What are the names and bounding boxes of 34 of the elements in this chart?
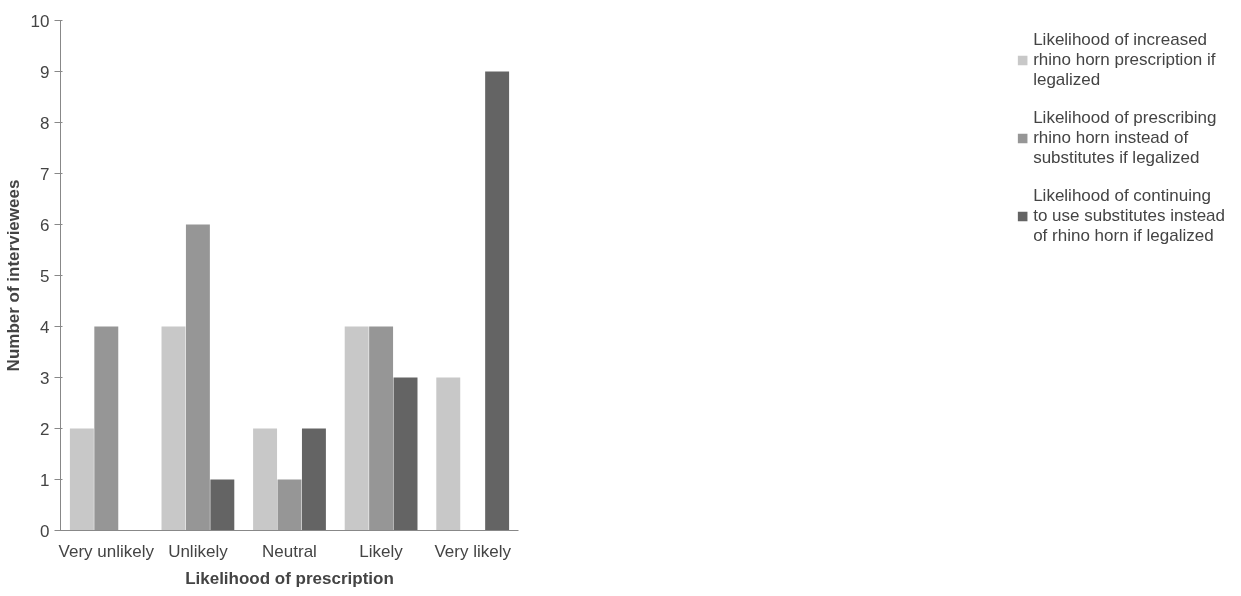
bar — [277, 479, 302, 531]
y-tick-label: 7 — [40, 164, 50, 184]
legend-label: Likelihood of continuing to use substitutes instead of rhino horn if legalized — [1033, 186, 1225, 246]
x-axis-title: Likelihood of prescription — [185, 568, 394, 588]
y-tick-label: 2 — [40, 419, 50, 439]
y-tick-label: 9 — [40, 62, 50, 82]
bar — [369, 326, 394, 531]
x-tick-label: Unlikely — [168, 541, 229, 561]
bar — [393, 377, 418, 531]
bar — [485, 71, 510, 531]
bar — [301, 428, 326, 531]
bar — [210, 479, 235, 531]
y-tick-label: 4 — [40, 317, 50, 337]
x-tick-label: Very unlikely — [58, 541, 155, 561]
x-tick-label: Neutral — [262, 541, 317, 561]
bar — [253, 428, 278, 531]
bar — [69, 428, 94, 531]
bar — [344, 326, 369, 531]
y-tick-label: 3 — [40, 368, 50, 388]
y-tick-label: 1 — [40, 470, 50, 490]
legend-label: Likelihood of prescribing rhino horn instead of substitutes if legalized — [1033, 108, 1217, 168]
y-axis-title: Number of interviewees — [3, 179, 23, 372]
bar — [94, 326, 119, 531]
bar — [161, 326, 186, 531]
y-tick-label: 8 — [40, 113, 50, 133]
y-tick-label: 5 — [40, 266, 50, 286]
x-tick-label: Very likely — [434, 541, 512, 561]
y-tick-label: 10 — [30, 11, 50, 31]
legend-label: Likelihood of increased rhino horn prescription if legalized — [1033, 30, 1216, 90]
bar — [185, 224, 210, 531]
y-tick-label: 6 — [40, 215, 50, 235]
y-tick-label: 0 — [40, 521, 50, 541]
bar — [436, 377, 461, 531]
x-tick-label: Likely — [359, 541, 404, 561]
